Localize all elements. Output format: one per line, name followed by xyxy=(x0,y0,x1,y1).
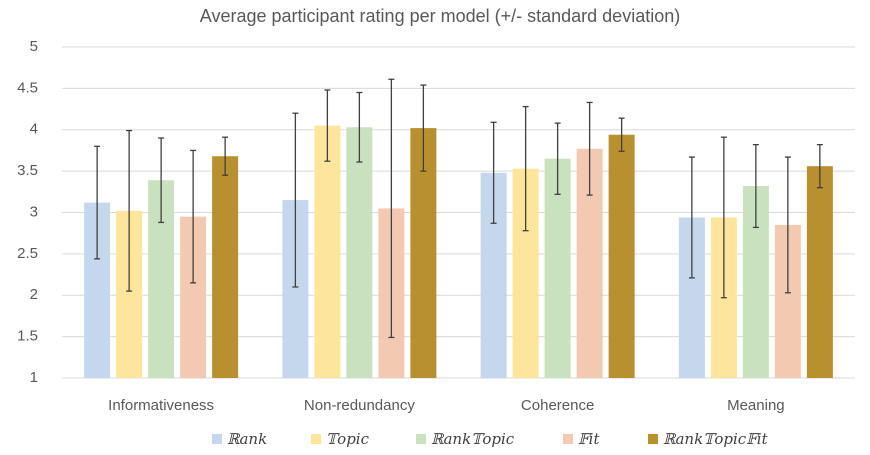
y-tick-label: 4 xyxy=(30,121,38,138)
x-tick-label: Meaning xyxy=(727,397,785,414)
y-tick-label: 1.5 xyxy=(17,328,38,345)
legend-swatch xyxy=(311,434,321,444)
y-tick-label: 1 xyxy=(30,369,38,386)
x-tick-label: Non-redundancy xyxy=(304,397,415,414)
legend-swatch xyxy=(648,434,658,444)
legend-label: ℝank𝕋opic𝔽it xyxy=(663,430,769,448)
bar xyxy=(608,134,635,378)
y-tick-label: 3.5 xyxy=(17,162,38,179)
bar xyxy=(806,166,833,378)
y-tick-label: 3 xyxy=(30,203,38,220)
x-tick-label: Informativeness xyxy=(108,397,214,414)
bar xyxy=(212,156,239,378)
y-tick-label: 4.5 xyxy=(17,79,38,96)
legend-label: 𝔽it xyxy=(578,430,600,448)
legend-swatch xyxy=(563,434,573,444)
y-tick-label: 5 xyxy=(30,38,38,55)
bar xyxy=(314,125,341,378)
y-tick-label: 2 xyxy=(30,286,38,303)
y-tick-label: 2.5 xyxy=(17,245,38,262)
legend-label: 𝕋opic xyxy=(326,430,370,448)
legend-swatch xyxy=(416,434,426,444)
legend-swatch xyxy=(212,434,222,444)
x-tick-label: Coherence xyxy=(521,397,594,414)
bar xyxy=(544,158,571,378)
bar xyxy=(346,127,373,378)
chart-title: Average participant rating per model (+/… xyxy=(200,6,680,26)
legend-label: ℝank𝕋opic xyxy=(431,430,515,448)
legend-label: ℝank xyxy=(227,430,267,448)
